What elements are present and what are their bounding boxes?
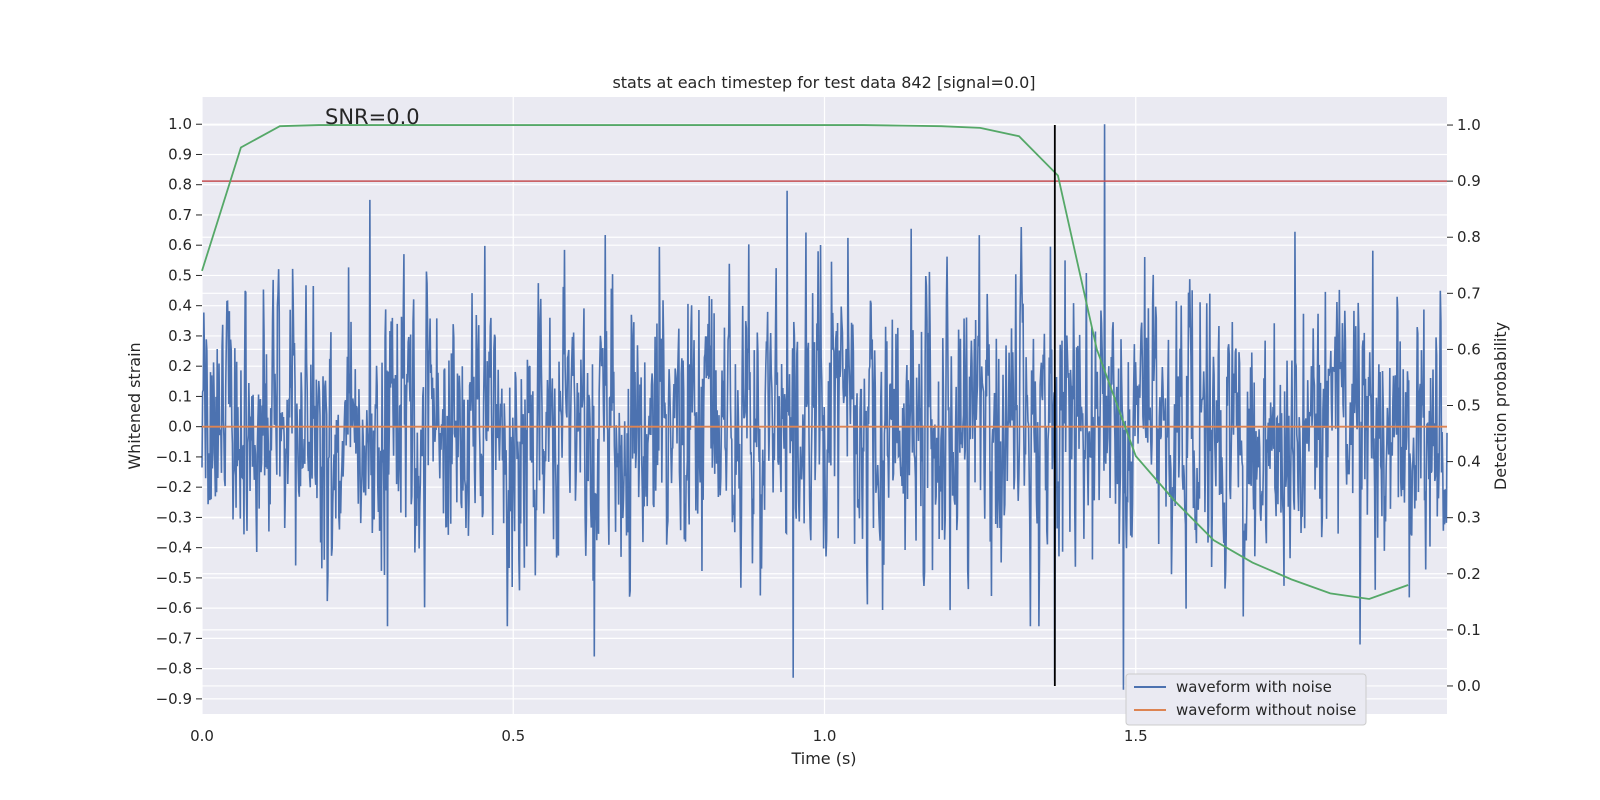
y-right-tick-label: 0.8	[1457, 228, 1481, 246]
y-left-tick-label: −0.8	[156, 660, 192, 678]
right-axis: 1.0 0.9 0.8 0.7 0.6 0.5 0.4 0.3 0.2 0.1 0.0	[1447, 116, 1481, 695]
y-right-tick-label: 0.1	[1457, 621, 1481, 639]
y-left-tick-label: 1.0	[168, 115, 192, 133]
series-waveform-with-noise	[201, 124, 1448, 690]
x-tick-label: 0.5	[501, 727, 525, 745]
y-left-tick-label: 0.6	[168, 236, 192, 254]
x-axis: 0.0 0.5 1.0 1.5	[190, 727, 1148, 745]
y-left-tick-label: −0.1	[156, 448, 192, 466]
y-left-tick-label: 0.4	[168, 297, 192, 315]
y-right-tick-label: 0.0	[1457, 677, 1481, 695]
series-detection-probability	[201, 124, 1409, 600]
y-axis-label-right: Detection probability	[1491, 322, 1510, 490]
y-right-tick-label: 0.3	[1457, 509, 1481, 527]
y-right-tick-label: 0.7	[1457, 284, 1481, 302]
x-tick-label: 1.5	[1124, 727, 1148, 745]
legend: waveform with noise waveform without noi…	[1125, 673, 1367, 726]
y-left-tick-label: 0.1	[168, 387, 192, 405]
y-left-tick-label: 0.8	[168, 176, 192, 194]
y-left-tick-label: 0.2	[168, 357, 192, 375]
plot-area	[201, 124, 1448, 690]
y-left-tick-label: −0.7	[156, 629, 192, 647]
y-left-tick-label: −0.3	[156, 508, 192, 526]
y-left-tick-label: −0.4	[156, 539, 192, 557]
x-axis-label: Time (s)	[790, 749, 856, 768]
y-right-tick-label: 1.0	[1457, 116, 1481, 134]
y-right-tick-label: 0.2	[1457, 565, 1481, 583]
chart-title: stats at each timestep for test data 842…	[612, 73, 1035, 92]
y-axis-label-left: Whitened strain	[125, 342, 144, 469]
y-right-tick-label: 0.4	[1457, 453, 1481, 471]
y-left-tick-label: 0.9	[168, 145, 192, 163]
y-left-tick-label: −0.6	[156, 599, 192, 617]
y-left-tick-label: −0.2	[156, 478, 192, 496]
y-left-tick-label: 0.3	[168, 327, 192, 345]
y-left-tick-label: −0.9	[156, 690, 192, 708]
y-left-tick-label: 0.0	[168, 418, 192, 436]
y-left-tick-label: 0.7	[168, 206, 192, 224]
left-axis: 1.0 0.9 0.8 0.7 0.6 0.5 0.4 0.3 0.2 0.1 0.0 −0.1 −0.…	[156, 115, 202, 708]
legend-box	[1125, 673, 1367, 726]
y-left-tick-label: −0.5	[156, 569, 192, 587]
y-right-tick-label: 0.6	[1457, 340, 1481, 358]
y-right-tick-label: 0.5	[1457, 397, 1481, 415]
x-tick-label: 0.0	[190, 727, 214, 745]
x-tick-label: 1.0	[813, 727, 837, 745]
y-right-tick-label: 0.9	[1457, 172, 1481, 190]
snr-annotation: SNR=0.0	[325, 105, 420, 129]
legend-label-waveform-with-noise: waveform with noise	[1176, 678, 1332, 696]
legend-label-waveform-without-noise: waveform without noise	[1176, 701, 1356, 719]
y-left-tick-label: 0.5	[168, 266, 192, 284]
